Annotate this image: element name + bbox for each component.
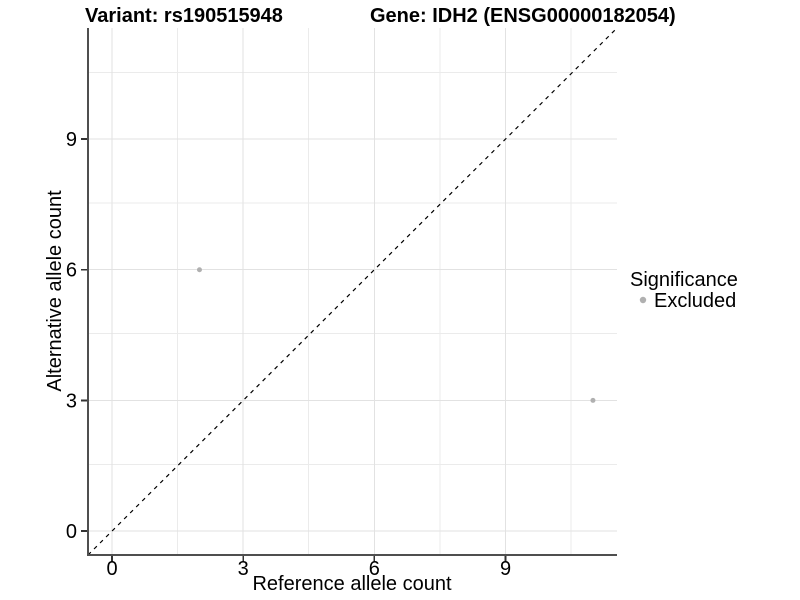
y-axis-title: Alternative allele count: [44, 190, 66, 392]
plot-title-variant: Variant: rs190515948: [85, 5, 283, 27]
data-point: [590, 397, 596, 403]
y-tick-labels: 0 3 6 9: [66, 129, 77, 543]
identity-dashed-line: [87, 27, 618, 556]
x-tick-3: 3: [238, 558, 249, 580]
data-point: [196, 267, 202, 273]
plot-title-gene: Gene: IDH2 (ENSG00000182054): [370, 5, 676, 27]
x-tick-0: 0: [106, 558, 117, 580]
y-tick-9: 9: [66, 129, 77, 151]
x-tick-labels: 0 3 6 9: [106, 558, 511, 580]
legend-title: Significance: [630, 269, 738, 291]
data-layer: [87, 27, 618, 556]
panel-grid-minor: [88, 28, 617, 555]
legend: Significance Excluded: [630, 269, 738, 312]
x-axis-title: Reference allele count: [252, 573, 451, 595]
tick-marks: [81, 138, 507, 562]
x-tick-9: 9: [500, 558, 511, 580]
legend-excluded-circle-icon: [639, 296, 647, 304]
x-tick-6: 6: [369, 558, 380, 580]
y-tick-0: 0: [66, 521, 77, 543]
y-tick-6: 6: [66, 260, 77, 282]
panel-grid-major: [88, 28, 617, 555]
axis-lines: [87, 28, 617, 556]
legend-item-excluded: Excluded: [654, 290, 736, 312]
y-tick-3: 3: [66, 390, 77, 412]
